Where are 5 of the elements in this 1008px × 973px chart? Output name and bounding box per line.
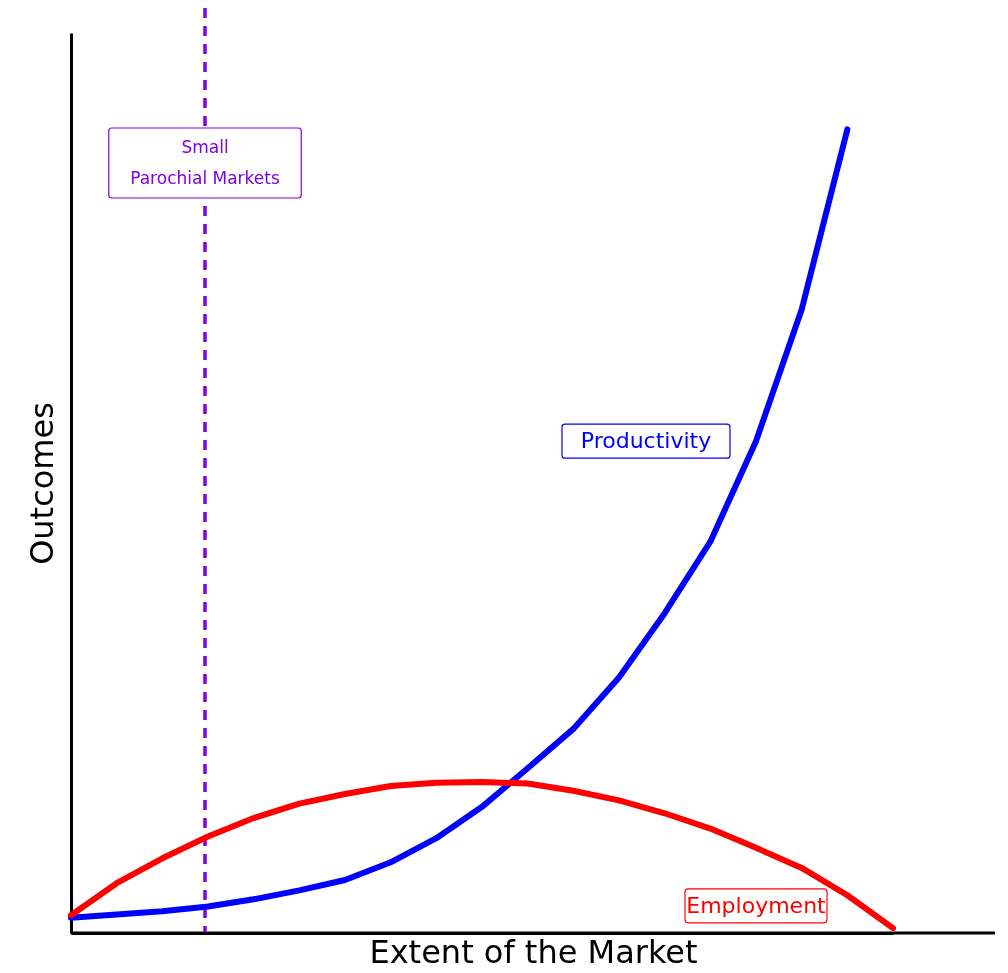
y-axis-title: Outcomes — [22, 402, 61, 565]
x-axis-title: Extent of the Market — [369, 932, 698, 971]
series-label: Employment — [686, 892, 827, 918]
annotation: Small Parochial Markets — [130, 136, 280, 188]
series-label: Productivity — [580, 428, 712, 454]
